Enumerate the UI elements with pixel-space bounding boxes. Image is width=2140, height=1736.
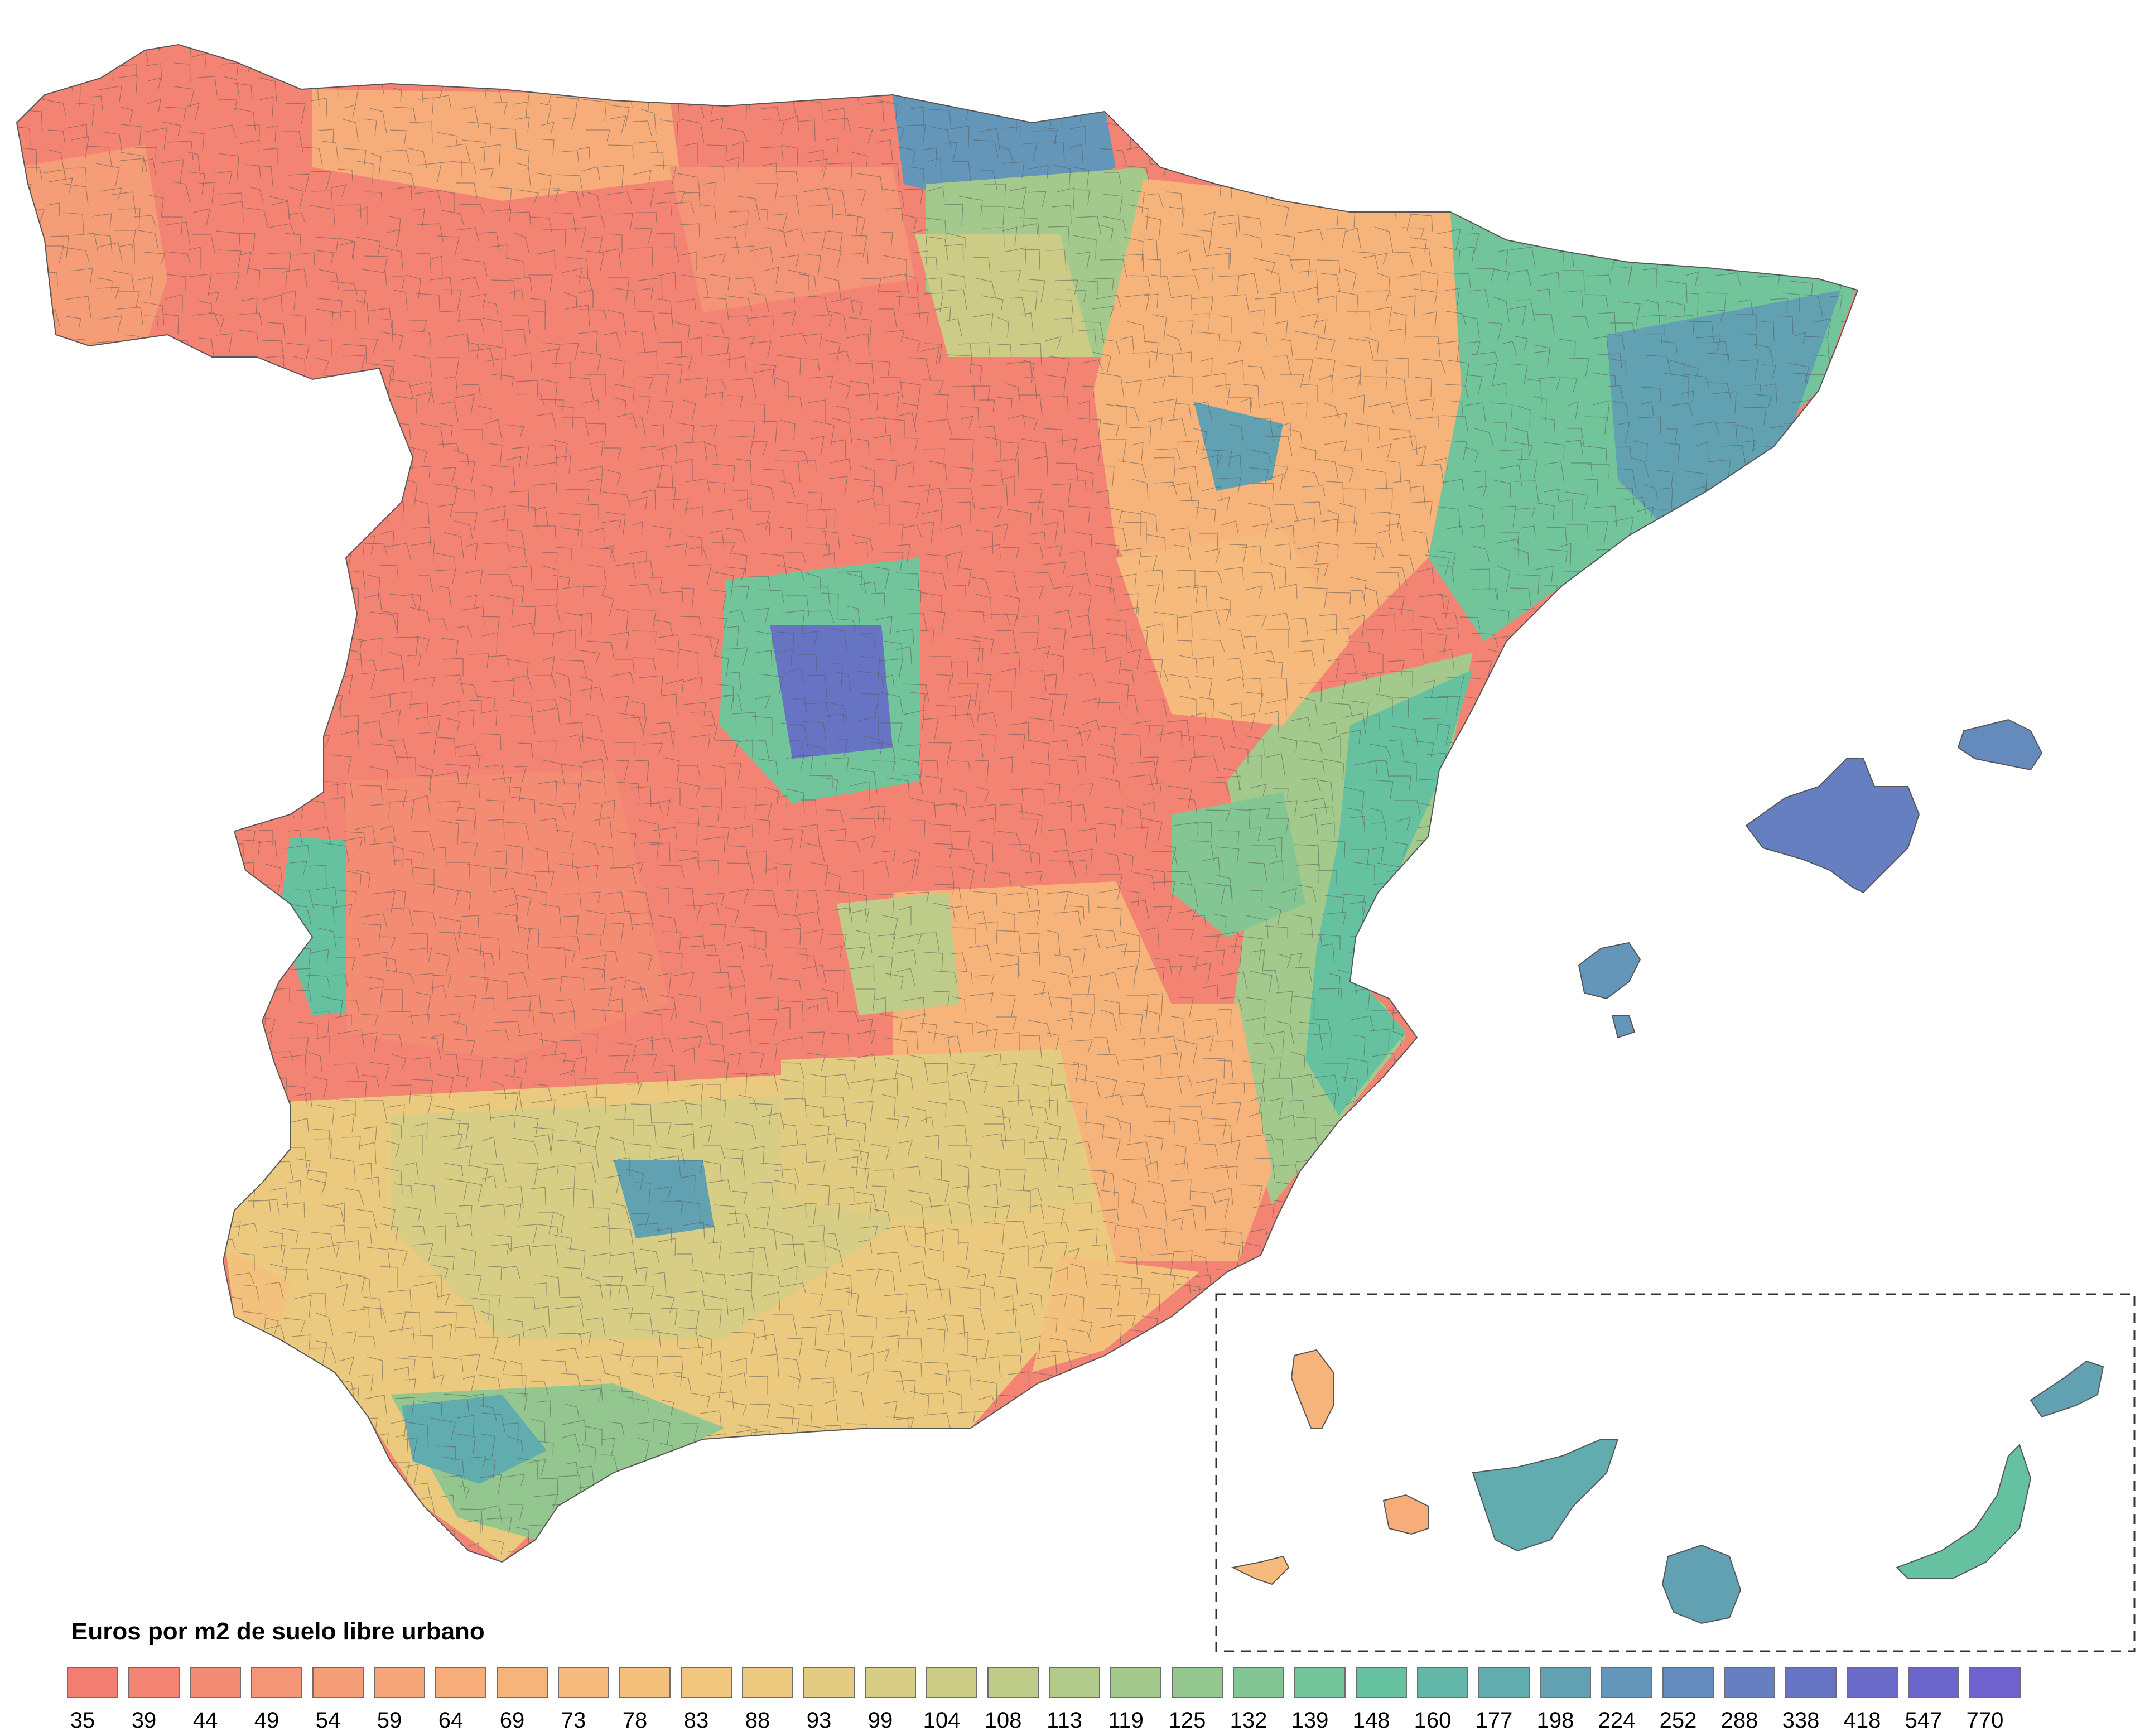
- legend-label: 44: [192, 1708, 218, 1733]
- legend-label: 125: [1168, 1708, 1206, 1733]
- legend-label: 49: [254, 1708, 279, 1733]
- legend-label: 148: [1352, 1708, 1390, 1733]
- region-castilla-mancha-south: [893, 881, 1172, 1088]
- formentera-island: [1611, 1015, 1636, 1039]
- region-castilla-mancha-green: [837, 893, 960, 1015]
- legend-label: 69: [499, 1708, 525, 1733]
- mallorca-island: [1745, 758, 1920, 894]
- legend-label: 93: [806, 1708, 832, 1733]
- legend-label: 160: [1414, 1708, 1452, 1733]
- legend-swatch: [435, 1667, 486, 1698]
- legend-label: 288: [1720, 1708, 1758, 1733]
- legend-label: 78: [622, 1708, 648, 1733]
- lanzarote-island: [2030, 1360, 2104, 1418]
- legend-swatch: [497, 1667, 548, 1698]
- legend-swatch: [926, 1667, 977, 1698]
- la-palma-island: [1290, 1349, 1334, 1429]
- legend-label: 338: [1782, 1708, 1820, 1733]
- legend-label: 198: [1536, 1708, 1574, 1733]
- ibiza-island: [1578, 942, 1641, 1000]
- legend-swatch: [619, 1667, 671, 1698]
- balearic-islands: [1578, 718, 2043, 1039]
- la-gomera-island: [1382, 1494, 1429, 1535]
- legend-label: 64: [438, 1708, 464, 1733]
- legend-swatch: [742, 1667, 793, 1698]
- legend-label: 132: [1230, 1708, 1267, 1733]
- menorca-island: [1957, 718, 2043, 771]
- legend-swatch: [1847, 1667, 1898, 1698]
- legend-label: 35: [70, 1708, 95, 1733]
- legend-label: 39: [131, 1708, 157, 1733]
- legend-swatch: [1785, 1667, 1837, 1698]
- legend-label: 88: [745, 1708, 770, 1733]
- legend-label: 547: [1905, 1708, 1943, 1733]
- region-galicia-west: [17, 145, 167, 357]
- legend-swatch: [865, 1667, 916, 1698]
- canary-islands-inset: [1215, 1293, 2136, 1652]
- legend-swatch: [1662, 1667, 1714, 1698]
- legend-label: 104: [923, 1708, 961, 1733]
- gran-canaria-island: [1661, 1544, 1742, 1624]
- legend-swatch: [251, 1667, 302, 1698]
- legend-swatch: [1908, 1667, 1959, 1698]
- region-murcia: [1049, 1004, 1272, 1261]
- legend-swatch: [1724, 1667, 1775, 1698]
- legend-swatch: [1294, 1667, 1346, 1698]
- region-malaga: [402, 1395, 547, 1484]
- legend-label: 73: [561, 1708, 586, 1733]
- legend-swatch: [1233, 1667, 1284, 1698]
- legend-label: 418: [1843, 1708, 1881, 1733]
- legend-title: Euros por m2 de suelo libre urbano: [71, 1618, 485, 1645]
- region-huelva-coast: [229, 1250, 290, 1328]
- legend-swatch: [1478, 1667, 1530, 1698]
- legend-label: 770: [1966, 1708, 2004, 1733]
- legend-label: 83: [683, 1708, 709, 1733]
- region-almeria: [1032, 1255, 1199, 1372]
- legend-swatch: [558, 1667, 609, 1698]
- tenerife-island: [1472, 1439, 1619, 1552]
- legend-swatch: [1049, 1667, 1100, 1698]
- legend-label: 54: [315, 1708, 341, 1733]
- legend-swatch: [1601, 1667, 1652, 1698]
- legend-label: 252: [1659, 1708, 1697, 1733]
- legend-swatch: [803, 1667, 855, 1698]
- region-valencia-inland: [1172, 792, 1305, 937]
- legend-swatch: [1417, 1667, 1468, 1698]
- legend-swatch: [1172, 1667, 1223, 1698]
- legend-swatch: [374, 1667, 425, 1698]
- el-hierro-island: [1231, 1555, 1290, 1585]
- legend-label: 59: [377, 1708, 402, 1733]
- legend-swatch: [312, 1667, 364, 1698]
- legend-swatch: [987, 1667, 1039, 1698]
- legend-label: 113: [1047, 1708, 1082, 1733]
- legend-swatch: [681, 1667, 732, 1698]
- legend-swatch: [1110, 1667, 1161, 1698]
- legend-swatch: [128, 1667, 180, 1698]
- region-teruel: [1116, 530, 1350, 725]
- legend-label: 99: [867, 1708, 893, 1733]
- fuerteventura-island: [1896, 1444, 2032, 1579]
- legend-swatch: [67, 1667, 118, 1698]
- inset-frame: [1215, 1293, 2136, 1652]
- region-valencia-coast: [1305, 669, 1473, 1116]
- region-barcelona-coast: [1607, 290, 1841, 524]
- legend-label: 108: [984, 1708, 1022, 1733]
- legend-label: 177: [1475, 1708, 1513, 1733]
- legend-swatch: [1356, 1667, 1407, 1698]
- region-jaen: [781, 1049, 1093, 1227]
- legend-label: 224: [1598, 1708, 1636, 1733]
- legend-swatch: [1969, 1667, 2021, 1698]
- legend-swatch: [1540, 1667, 1591, 1698]
- legend-label: 119: [1108, 1708, 1144, 1733]
- region-burgos-pale: [669, 167, 915, 312]
- region-sevilla: [614, 1160, 714, 1238]
- legend-swatch: [190, 1667, 241, 1698]
- legend-label: 139: [1291, 1708, 1329, 1733]
